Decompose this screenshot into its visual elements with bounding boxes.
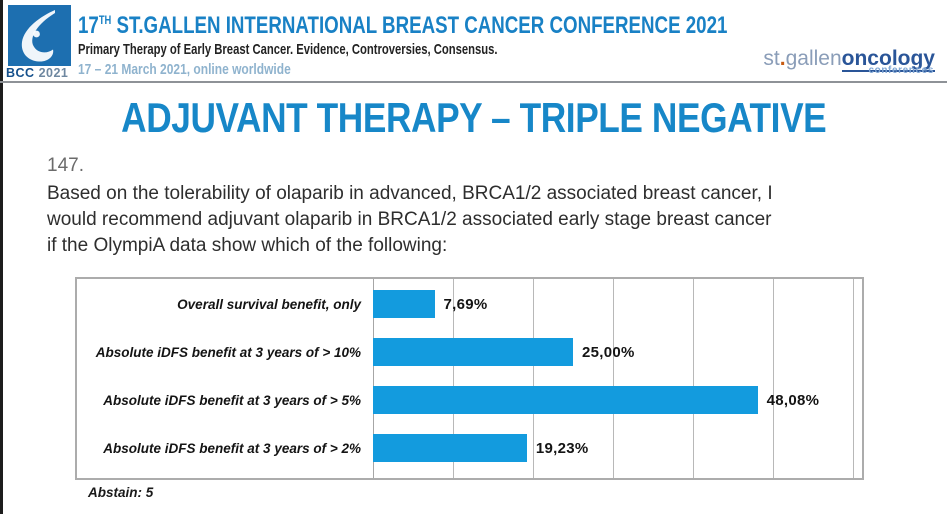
- chart-row: Absolute iDFS benefit at 3 years of > 5%…: [77, 376, 862, 424]
- conference-title: 17TH ST.GALLEN INTERNATIONAL BREAST CANC…: [78, 12, 911, 40]
- value-label: 19,23%: [535, 439, 589, 457]
- chart-gridline: [613, 279, 614, 478]
- category-label: Absolute iDFS benefit at 3 years of > 2%: [103, 440, 361, 456]
- bar: [373, 386, 758, 414]
- logo-conferences: conferences: [868, 65, 934, 76]
- bcc-year: 2021: [38, 66, 69, 80]
- abstain-note: Abstain: 5: [88, 485, 154, 500]
- logo-oncology: oncology: [841, 47, 935, 72]
- chart-gridline: [533, 279, 534, 478]
- question-line: if the OlympiA data show which of the fo…: [47, 235, 448, 256]
- chart-row: Absolute iDFS benefit at 3 years of > 10…: [77, 328, 862, 376]
- bcc-year-label: BCC 2021: [6, 66, 76, 80]
- conference-title-text: ST.GALLEN INTERNATIONAL BREAST CANCER CO…: [111, 12, 728, 39]
- chart-gridline: [773, 279, 774, 478]
- conference-subtitle: Primary Therapy of Early Breast Cancer. …: [78, 41, 498, 58]
- left-edge-strip: [0, 0, 3, 514]
- question-line: Based on the tolerability of olaparib in…: [47, 183, 773, 204]
- question-text: Based on the tolerability of olaparib in…: [47, 181, 773, 259]
- conference-title-ordinal: TH: [98, 13, 112, 27]
- chart-axis-line: [373, 279, 374, 478]
- question-number: 147.: [47, 155, 84, 176]
- chart-row: Absolute iDFS benefit at 3 years of > 2%…: [77, 424, 862, 472]
- value-label: 7,69%: [443, 295, 488, 313]
- header-divider: [0, 81, 947, 83]
- bar: [373, 434, 527, 462]
- category-label: Overall survival benefit, only: [177, 296, 361, 312]
- logo-st: st: [763, 47, 780, 70]
- value-label: 25,00%: [582, 343, 635, 361]
- bar: [373, 338, 573, 366]
- water-drop-icon: [21, 10, 55, 62]
- category-label: Absolute iDFS benefit at 3 years of > 10…: [95, 344, 361, 360]
- bar-chart: Overall survival benefit, only 7,69% Absol…: [75, 277, 864, 480]
- chart-gridline: [853, 279, 854, 478]
- category-label: Absolute iDFS benefit at 3 years of > 5%: [103, 392, 361, 408]
- bar: [373, 290, 435, 318]
- page-title: ADJUVANT THERAPY – TRIPLE NEGATIVE: [120, 94, 827, 141]
- bcc-text: BCC: [6, 66, 35, 80]
- logo-gallen: gallen: [785, 47, 842, 70]
- bcc-logo: [8, 5, 71, 66]
- conference-title-number: 17: [78, 12, 99, 39]
- chart-gridline: [453, 279, 454, 478]
- conference-dates: 17 – 21 March 2021, online worldwide: [78, 61, 291, 78]
- chart-gridline: [693, 279, 694, 478]
- logo-dot: .: [779, 47, 786, 70]
- chart-rows: Overall survival benefit, only 7,69% Absol…: [77, 280, 862, 472]
- value-label: 48,08%: [766, 391, 820, 409]
- chart-row: Overall survival benefit, only 7,69%: [77, 280, 862, 328]
- stgallen-oncology-logo: st.gallenoncology conferences: [763, 47, 935, 76]
- question-line: would recommend adjuvant olaparib in BRC…: [47, 209, 772, 230]
